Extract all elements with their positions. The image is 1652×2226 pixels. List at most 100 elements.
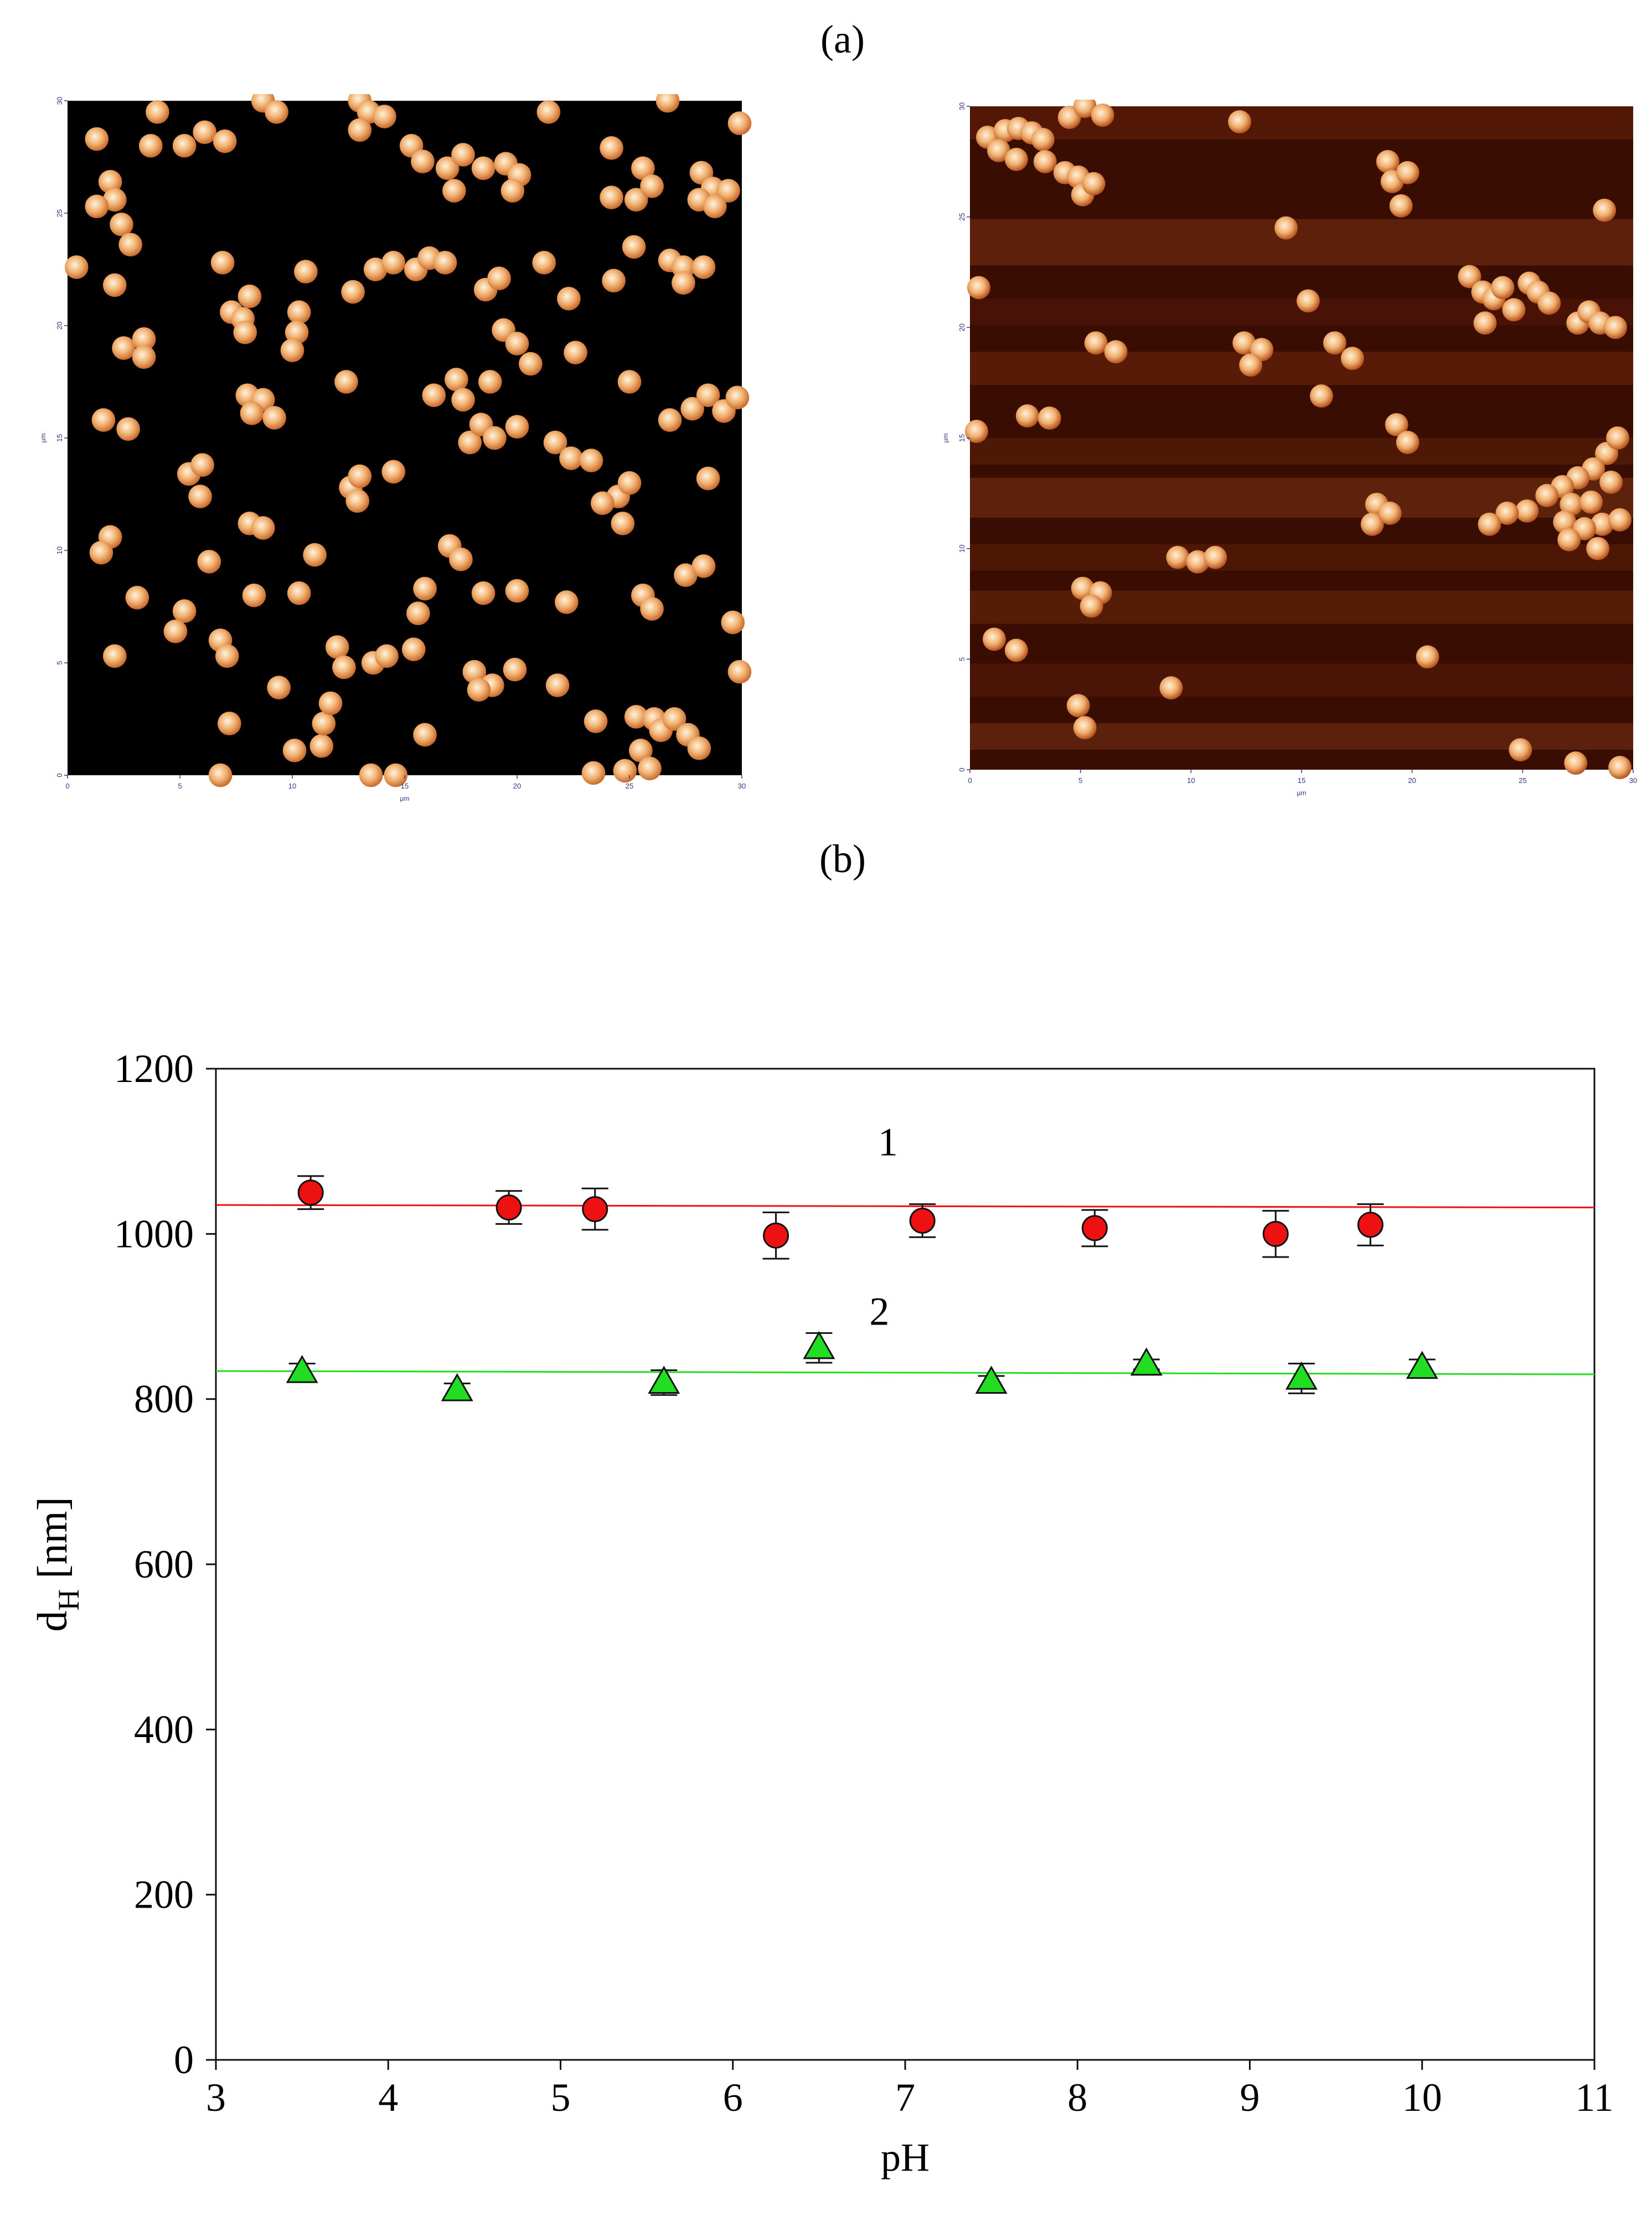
afm-particle — [285, 320, 309, 344]
y-tick-label: 400 — [134, 1707, 194, 1751]
y-axis-label-unit: [nm] — [29, 1497, 76, 1589]
data-point-series-2 — [286, 1354, 318, 1383]
afm-particle — [462, 659, 487, 684]
x-tick-label: 6 — [723, 2075, 743, 2120]
afm-particle — [132, 345, 156, 369]
afm-particle — [435, 156, 460, 181]
data-point-series-2 — [975, 1366, 1008, 1394]
afm-particle — [1537, 291, 1561, 315]
afm-y-tick-label: 5 — [55, 661, 64, 664]
afm-particle — [433, 251, 457, 275]
series-label-1: 1 — [878, 1120, 898, 1164]
afm-particle — [1553, 510, 1577, 534]
afm-x-tick-label: 25 — [1519, 776, 1526, 785]
afm-particle — [557, 286, 581, 311]
afm-particle — [64, 255, 89, 279]
afm-particle — [505, 415, 529, 439]
afm-particle — [193, 120, 216, 145]
afm-particle — [1360, 512, 1384, 536]
afm-particle — [500, 179, 525, 203]
afm-particle — [1239, 353, 1263, 377]
afm-particle — [505, 579, 529, 603]
afm-particle — [987, 138, 1010, 162]
afm-particle — [102, 188, 127, 212]
x-tick-label: 9 — [1240, 2075, 1260, 2120]
afm-particle — [294, 260, 318, 284]
afm-particle — [312, 712, 336, 735]
x-tick-label: 8 — [1067, 2075, 1087, 2120]
afm-particle — [1579, 490, 1603, 514]
afm-particle — [1473, 311, 1497, 335]
afm-particle — [1084, 331, 1108, 355]
afm-particle — [716, 179, 740, 203]
afm-right-svg: 0 5 10 15 20 25 30 0 5 10 15 20 25 30 µm µm — [942, 100, 1637, 797]
afm-x-unit: µm — [1297, 789, 1307, 797]
afm-particle — [449, 547, 473, 571]
afm-particle — [1071, 576, 1095, 600]
afm-particle — [85, 127, 109, 151]
afm-particle — [638, 756, 662, 781]
afm-particle — [658, 408, 682, 432]
afm-particle — [532, 251, 556, 275]
data-point-series-2 — [803, 1331, 835, 1359]
afm-particle — [413, 723, 437, 747]
afm-particle — [210, 251, 235, 275]
afm-particle — [345, 489, 370, 513]
afm-particle — [1560, 492, 1583, 516]
afm-particle — [1232, 331, 1256, 355]
afm-particle — [1033, 150, 1057, 173]
afm-particle — [967, 276, 990, 300]
afm-particle — [1309, 384, 1333, 408]
afm-y-tick-label: 30 — [958, 102, 966, 110]
afm-particle — [721, 610, 745, 635]
afm-particle — [451, 388, 475, 412]
y-axis-label-main: d — [29, 1611, 76, 1632]
afm-particle — [163, 619, 188, 643]
afm-y-tick-label: 25 — [958, 213, 966, 220]
afm-background — [68, 101, 742, 775]
afm-y-tick-label: 0 — [55, 773, 64, 777]
afm-particle — [318, 691, 343, 715]
afm-particle — [1323, 331, 1346, 355]
afm-particle — [118, 233, 142, 257]
afm-y-tick-label: 15 — [958, 434, 966, 442]
afm-particle — [691, 554, 716, 578]
x-tick-label: 4 — [378, 2075, 398, 2120]
afm-particle — [1385, 413, 1408, 437]
x-tick-label: 5 — [551, 2075, 571, 2120]
afm-particle — [1228, 110, 1252, 133]
afm-x-tick-label: 30 — [738, 782, 746, 790]
afm-particle — [1186, 550, 1210, 574]
afm-particle — [280, 338, 304, 362]
afm-particle — [624, 188, 648, 212]
afm-y-tick-label: 10 — [55, 547, 64, 554]
afm-y-tick-label: 10 — [958, 544, 966, 552]
afm-particle — [172, 599, 197, 623]
data-point-series-2 — [648, 1366, 680, 1394]
afm-particle — [102, 644, 127, 668]
afm-particle — [581, 761, 606, 785]
x-tick-label: 3 — [206, 2075, 226, 2120]
afm-particle — [218, 712, 241, 735]
afm-particle — [478, 370, 502, 394]
afm-particle — [545, 673, 570, 697]
afm-particle — [1557, 528, 1581, 552]
y-tick-label: 800 — [134, 1377, 194, 1421]
x-tick-label: 10 — [1402, 2075, 1442, 2120]
afm-particle — [600, 186, 623, 209]
data-point-series-1 — [763, 1222, 789, 1249]
afm-particle — [287, 300, 311, 324]
x-axis-label: pH — [881, 2135, 930, 2179]
afm-particle — [564, 341, 587, 365]
afm-particle — [116, 417, 140, 441]
chart-svg: 3 4 5 6 7 8 9 10 11 0 200 400 600 800 1000 1200 pH dH [nm… — [29, 1047, 1614, 2179]
afm-particle — [1478, 512, 1501, 536]
afm-particle — [617, 471, 642, 495]
afm-particle — [208, 763, 233, 787]
afm-particle — [242, 583, 266, 607]
afm-particle — [240, 401, 264, 425]
afm-particle — [341, 280, 365, 304]
afm-particle — [543, 430, 567, 455]
y-tick-label: 0 — [174, 2038, 194, 2082]
afm-x-unit: µm — [400, 795, 410, 802]
